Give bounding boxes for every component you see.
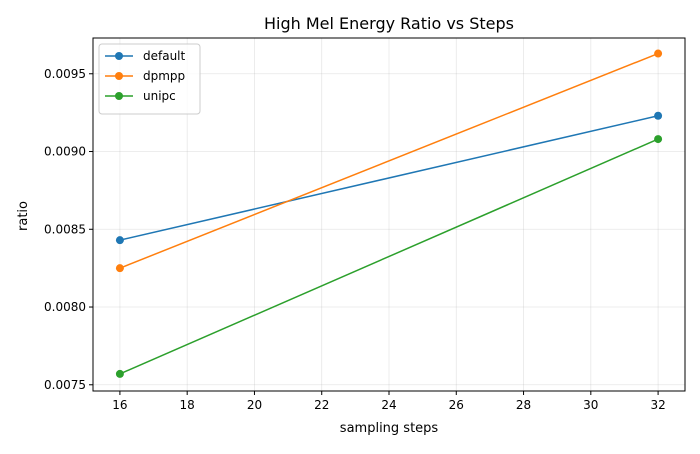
y-tick-label: 0.0075 [44,378,86,392]
legend-label: dpmpp [143,69,185,83]
x-tick-label: 30 [583,398,598,412]
data-point-dpmpp [115,264,124,273]
series-unipc [115,135,663,378]
x-tick-label: 32 [650,398,665,412]
grid [93,38,685,391]
x-tick-label: 28 [516,398,531,412]
data-point-dpmpp [654,49,663,58]
legend-swatch-marker [115,72,123,80]
chart-title: High Mel Energy Ratio vs Steps [264,14,514,33]
y-tick-label: 0.0090 [44,145,86,159]
data-point-default [115,236,124,245]
x-tick-label: 22 [314,398,329,412]
y-tick-label: 0.0080 [44,300,86,314]
legend-item-dpmpp: dpmpp [105,69,185,83]
legend-swatch-marker [115,52,123,60]
legend-item-default: default [105,49,186,63]
series-layer [115,49,663,378]
legend-swatch-marker [115,92,123,100]
data-point-default [654,111,663,120]
x-axis-label: sampling steps [340,421,439,436]
x-tick-label: 16 [112,398,127,412]
data-point-unipc [115,369,124,378]
x-tick-label: 20 [247,398,262,412]
series-dpmpp [115,49,663,273]
y-tick-label: 0.0095 [44,67,86,81]
y-tick-label: 0.0085 [44,222,86,236]
x-tick-label: 18 [180,398,195,412]
legend-label: default [143,49,186,63]
series-line-unipc [119,138,659,375]
series-line-default [119,115,659,241]
legend-item-unipc: unipc [105,89,176,103]
x-tick-label: 24 [381,398,396,412]
y-axis-label: ratio [16,201,31,231]
legend: default dpmpp unipc [98,43,201,115]
data-point-unipc [654,135,663,144]
series-line-dpmpp [119,52,659,269]
x-tick-label: 26 [449,398,464,412]
legend-label: unipc [143,89,176,103]
series-default [115,111,663,245]
axes: 16 18 20 22 24 26 28 30 32 0.0075 0.0080 0.0085 0.00… [44,67,666,412]
